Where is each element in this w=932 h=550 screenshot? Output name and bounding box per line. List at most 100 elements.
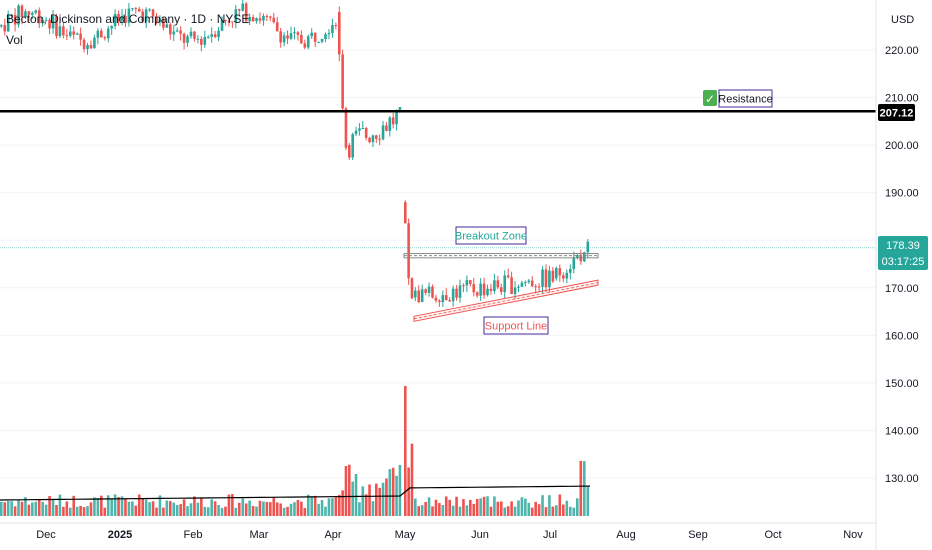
candle-body bbox=[375, 135, 378, 139]
candle-body bbox=[385, 125, 388, 131]
candle-body bbox=[551, 270, 555, 282]
volume-bar bbox=[579, 460, 583, 516]
volume-bar bbox=[48, 495, 51, 516]
time-tick-label: Nov bbox=[843, 529, 863, 541]
volume-bar bbox=[544, 507, 548, 516]
volume-bar bbox=[475, 499, 479, 516]
candle-body bbox=[354, 130, 358, 135]
candle-body bbox=[517, 286, 520, 288]
candle-body bbox=[62, 26, 65, 36]
candle-body bbox=[131, 8, 134, 10]
volume-bar bbox=[110, 498, 113, 516]
volume-bar bbox=[134, 505, 138, 516]
volume-bar bbox=[510, 501, 513, 516]
candle-body bbox=[569, 269, 572, 273]
volume-bar bbox=[524, 498, 527, 516]
price-tick-label: 160.00 bbox=[885, 330, 919, 342]
breakout-label: Breakout Zone bbox=[455, 231, 527, 243]
candle-body bbox=[407, 223, 410, 279]
volume-ma-line bbox=[0, 485, 591, 501]
volume-bar bbox=[282, 507, 286, 516]
breakout-zone-annotation[interactable]: Breakout Zone bbox=[455, 226, 527, 245]
volume-bar bbox=[479, 498, 482, 516]
candle-body bbox=[110, 26, 113, 29]
candle-body bbox=[203, 37, 207, 45]
volume-bar bbox=[24, 497, 27, 516]
candle-body bbox=[438, 300, 441, 303]
time-tick-label: Sep bbox=[688, 529, 708, 541]
candle-body bbox=[334, 25, 338, 27]
candle-body bbox=[27, 11, 31, 15]
candle-body bbox=[255, 18, 258, 22]
candle-body bbox=[388, 117, 392, 131]
symbol-title[interactable]: Becton, Dickinson and Company · 1D · NYS… bbox=[6, 12, 249, 26]
volume-bar bbox=[391, 467, 395, 516]
volume-bar bbox=[13, 506, 17, 516]
volume-bar bbox=[381, 482, 385, 516]
time-tick-label: Aug bbox=[616, 529, 636, 541]
volume-bar bbox=[551, 506, 555, 516]
candle-body bbox=[527, 280, 531, 283]
volume-bar bbox=[530, 507, 534, 516]
candle-body bbox=[458, 285, 462, 298]
volume-bar bbox=[338, 494, 341, 516]
volume-bar bbox=[358, 502, 361, 516]
candle-body bbox=[441, 295, 445, 303]
candle-body bbox=[534, 286, 537, 288]
volume-bar bbox=[420, 505, 424, 516]
candle-body bbox=[451, 288, 455, 302]
time-axis[interactable]: Dec 2025 Feb Mar Apr May Jun Jul Aug Sep Oct Nov bbox=[36, 529, 863, 541]
candle-body bbox=[306, 36, 310, 48]
candle-body bbox=[555, 268, 558, 279]
volume-bar bbox=[68, 507, 72, 516]
volume-bar bbox=[117, 496, 120, 516]
volume-bar bbox=[520, 497, 524, 516]
support-label: Support Line bbox=[485, 321, 547, 333]
candle-body bbox=[351, 134, 354, 158]
volume-bar bbox=[155, 507, 158, 516]
support-channel[interactable] bbox=[413, 279, 599, 322]
bar-countdown: 03:17:25 bbox=[882, 256, 925, 268]
candle-body bbox=[493, 280, 496, 291]
volume-bar bbox=[364, 494, 368, 516]
volume-bar bbox=[569, 506, 572, 516]
volume-bar bbox=[220, 507, 224, 516]
price-tick-label: 190.00 bbox=[885, 188, 919, 200]
candle-body bbox=[148, 9, 151, 11]
support-line-annotation[interactable]: Support Line bbox=[483, 316, 549, 335]
candle-body bbox=[303, 43, 307, 48]
volume-bar bbox=[344, 466, 348, 516]
volume-bar bbox=[303, 507, 307, 516]
volume-bar bbox=[72, 495, 76, 516]
volume-bar bbox=[444, 496, 448, 516]
currency-label[interactable]: USD bbox=[891, 14, 914, 26]
candle-body bbox=[293, 32, 296, 34]
price-tick-label: 210.00 bbox=[885, 93, 919, 105]
candle-body bbox=[541, 269, 544, 287]
volume-bar bbox=[89, 502, 93, 516]
volume-bar bbox=[6, 501, 10, 516]
candle-body bbox=[544, 269, 548, 288]
volume-bar bbox=[296, 499, 300, 516]
volume-bar bbox=[200, 497, 203, 516]
volume-bar bbox=[169, 501, 172, 516]
volume-indicator-label[interactable]: Vol bbox=[6, 33, 23, 47]
candle-body bbox=[251, 17, 255, 22]
volume-bar bbox=[375, 483, 378, 516]
candle-body bbox=[364, 127, 368, 138]
candle-body bbox=[58, 26, 62, 37]
candle-body bbox=[313, 32, 317, 42]
volume-bar bbox=[351, 481, 354, 516]
candle-body bbox=[286, 35, 289, 39]
volume-bar bbox=[537, 504, 541, 516]
candle-body bbox=[444, 295, 448, 301]
resistance-annotation[interactable]: ✓ Resistance bbox=[703, 89, 773, 108]
candle-body bbox=[241, 3, 245, 11]
candle-body bbox=[41, 19, 44, 24]
volume-bar bbox=[151, 501, 155, 516]
candle-body bbox=[100, 30, 103, 38]
volume-bar bbox=[272, 497, 276, 516]
volume-bar bbox=[172, 502, 176, 516]
volume-bar bbox=[493, 496, 496, 516]
